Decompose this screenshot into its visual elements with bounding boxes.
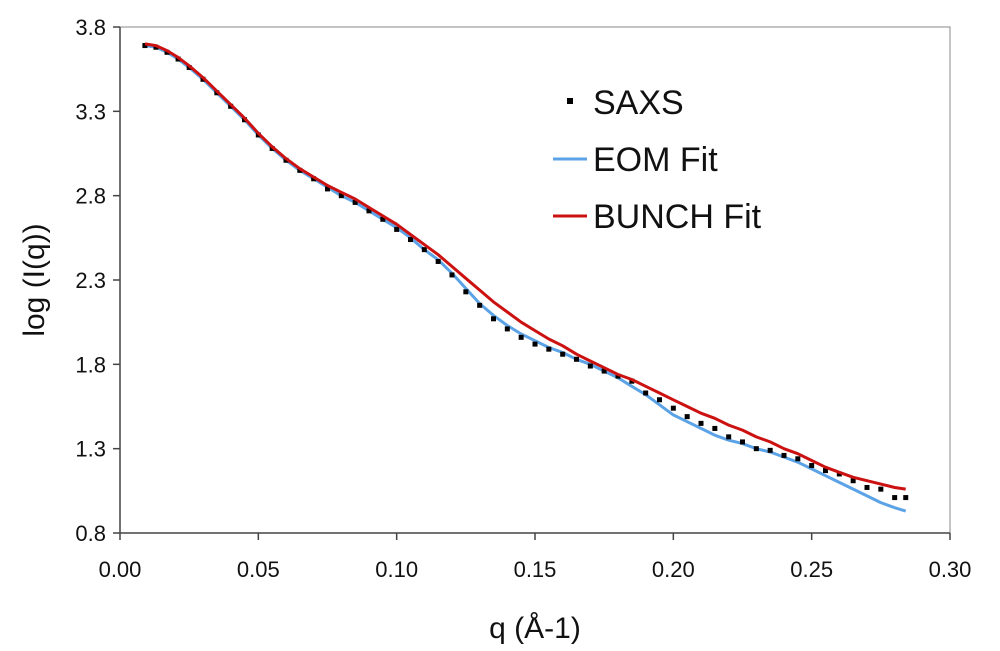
saxs-point [421, 247, 427, 253]
saxs-point [560, 351, 566, 357]
saxs-point [781, 452, 787, 458]
legend-marker-saxs [567, 98, 573, 104]
saxs-point [463, 289, 469, 295]
saxs-point [629, 378, 635, 384]
y-tick-label: 2.3 [75, 268, 106, 293]
saxs-point [643, 390, 649, 396]
saxs-point [380, 216, 386, 222]
saxs-point [601, 368, 607, 374]
saxs-point [546, 346, 552, 352]
saxs-point [435, 258, 441, 264]
y-axis-title: log (I(q)) [18, 223, 51, 336]
saxs-point [684, 414, 690, 420]
axes [113, 26, 951, 540]
saxs-point [740, 439, 745, 445]
x-tick-label: 0.00 [99, 557, 142, 582]
y-tick-label: 3.8 [75, 15, 106, 40]
series-bunch-fit-line [144, 42, 906, 491]
saxs-point [795, 456, 801, 462]
series-layer [142, 42, 909, 513]
saxs-point [850, 478, 856, 484]
saxs-point [587, 363, 593, 369]
legend-label-saxs: SAXS [593, 84, 684, 122]
saxs-point [892, 495, 898, 501]
saxs-point [366, 208, 372, 214]
y-tick-label: 3.3 [75, 99, 106, 124]
x-tick-label: 0.25 [790, 557, 833, 582]
saxs-point [338, 193, 344, 199]
saxs-point [726, 434, 732, 440]
x-axis-title: q (Å-1) [489, 612, 581, 645]
x-tick-label: 0.10 [375, 557, 418, 582]
legend-label-eom-fit: EOM Fit [593, 141, 718, 179]
legend: SAXS EOM Fit BUNCH Fit [553, 84, 762, 236]
saxs-point [864, 484, 870, 490]
saxs-point [698, 420, 704, 426]
saxs-point [153, 44, 159, 50]
saxs-point [394, 226, 400, 232]
saxs-point [809, 463, 815, 469]
saxs-point [491, 316, 496, 322]
saxs-point [753, 446, 759, 452]
saxs-point [823, 468, 828, 474]
saxs-point [836, 471, 842, 477]
x-tick-label: 0.15 [514, 557, 557, 582]
saxs-point [532, 341, 538, 347]
series-eom-fit-line [144, 44, 907, 513]
saxs-point [325, 186, 330, 192]
x-tick-label: 0.30 [929, 557, 972, 582]
saxs-point [504, 326, 510, 332]
x-tick-label: 0.05 [237, 557, 280, 582]
y-tick-label: 1.8 [75, 352, 106, 377]
tick-labels: 0.00 0.05 0.10 0.15 0.20 0.25 0.30 3.8 3.3 2.8 2.3… [75, 15, 971, 582]
saxs-point [574, 356, 579, 362]
y-tick-label: 1.3 [75, 437, 106, 462]
saxs-point [903, 495, 909, 501]
saxs-point [477, 302, 483, 308]
y-tick-label: 2.8 [75, 184, 106, 209]
x-tick-label: 0.20 [652, 557, 695, 582]
y-tick-label: 0.8 [75, 521, 106, 546]
saxs-point [408, 237, 413, 243]
saxs-point [712, 425, 718, 431]
saxs-point [518, 334, 524, 340]
series-saxs-points [142, 43, 909, 501]
saxs-point [657, 397, 662, 403]
saxs-point [670, 405, 676, 411]
saxs-point [767, 447, 773, 453]
saxs-point [878, 486, 884, 492]
plot-area-frame [119, 26, 951, 534]
saxs-point [142, 43, 148, 49]
saxs-point [615, 373, 621, 379]
legend-label-bunch-fit: BUNCH Fit [593, 198, 762, 236]
saxs-point [449, 272, 455, 278]
saxs-point [352, 199, 358, 205]
